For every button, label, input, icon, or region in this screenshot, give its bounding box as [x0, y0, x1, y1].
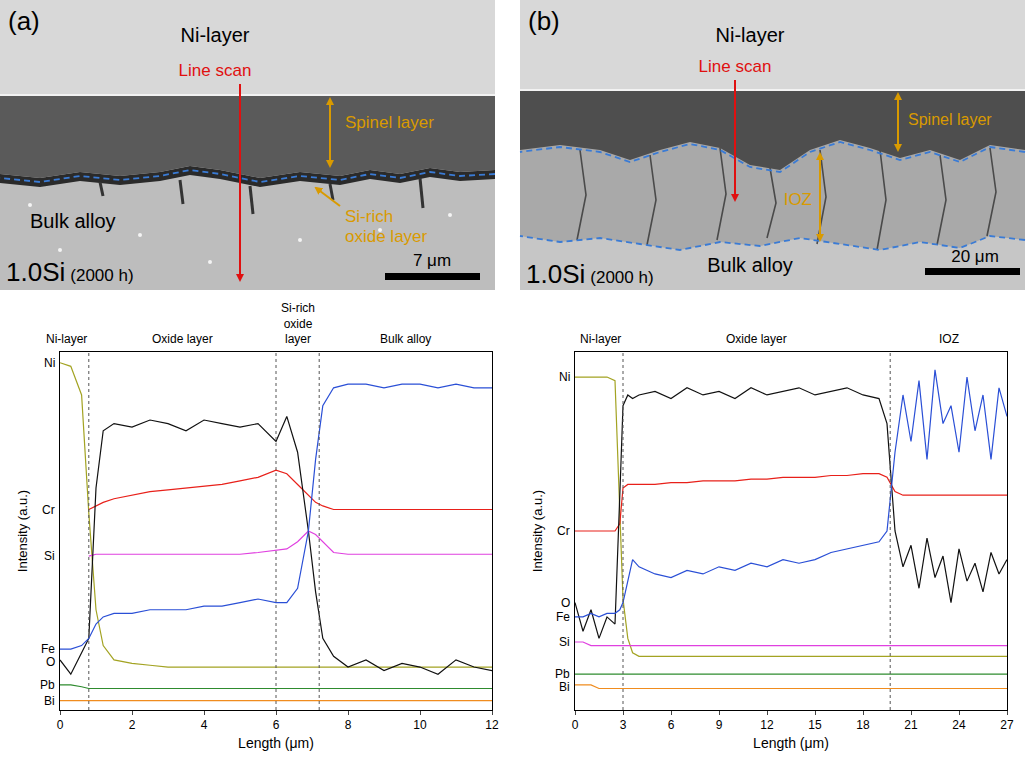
svg-text:0: 0: [572, 718, 579, 732]
svg-text:8: 8: [345, 718, 352, 732]
svg-text:IOZ: IOZ: [784, 190, 812, 209]
svg-text:Bulk alloy: Bulk alloy: [707, 254, 793, 276]
svg-text:Cr: Cr: [557, 524, 570, 538]
svg-text:Bulk alloy: Bulk alloy: [30, 210, 116, 232]
svg-text:3: 3: [620, 718, 627, 732]
svg-text:6: 6: [668, 718, 675, 732]
svg-text:Line scan: Line scan: [179, 61, 252, 80]
svg-text:O: O: [46, 655, 55, 669]
svg-text:Bi: Bi: [44, 694, 55, 708]
svg-text:21: 21: [904, 718, 918, 732]
svg-text:Bi: Bi: [559, 680, 570, 694]
svg-text:Ni-layer: Ni-layer: [181, 24, 250, 46]
svg-text:24: 24: [952, 718, 966, 732]
svg-text:27: 27: [1000, 718, 1014, 732]
svg-text:0: 0: [57, 718, 64, 732]
svg-text:12: 12: [760, 718, 774, 732]
svg-text:Oxide layer: Oxide layer: [726, 332, 787, 346]
svg-text:Fe: Fe: [41, 642, 55, 656]
svg-text:Ni-layer: Ni-layer: [716, 24, 785, 46]
svg-text:(a): (a): [8, 6, 40, 36]
svg-text:Ni: Ni: [559, 370, 570, 384]
svg-text:Si: Si: [559, 635, 570, 649]
svg-text:Oxide layer: Oxide layer: [152, 332, 213, 346]
svg-text:Intensity (a.u.): Intensity (a.u.): [530, 490, 545, 572]
svg-text:Ni: Ni: [44, 356, 55, 370]
svg-text:1.0Si(2000 h): 1.0Si(2000 h): [6, 257, 134, 287]
svg-text:Si-richoxide layer: Si-richoxide layer: [345, 207, 428, 246]
svg-text:Pb: Pb: [555, 667, 570, 681]
svg-text:9: 9: [716, 718, 723, 732]
svg-text:2: 2: [129, 718, 136, 732]
svg-text:Intensity (a.u.): Intensity (a.u.): [15, 490, 30, 572]
svg-text:Line scan: Line scan: [699, 57, 772, 76]
svg-text:Si: Si: [44, 549, 55, 563]
svg-text:10: 10: [413, 718, 427, 732]
svg-text:Pb: Pb: [40, 678, 55, 692]
svg-text:18: 18: [856, 718, 870, 732]
svg-text:Ni-layer: Ni-layer: [580, 332, 621, 346]
svg-text:Bulk alloy: Bulk alloy: [380, 332, 431, 346]
svg-text:Spinel layer: Spinel layer: [908, 111, 992, 128]
svg-text:1.0Si(2000 h): 1.0Si(2000 h): [526, 259, 654, 289]
svg-text:Si-richoxidelayer: Si-richoxidelayer: [281, 301, 315, 346]
svg-text:Spinel layer: Spinel layer: [345, 113, 434, 132]
svg-text:20 μm: 20 μm: [951, 247, 999, 266]
svg-text:IOZ: IOZ: [939, 332, 959, 346]
svg-text:Ni-layer: Ni-layer: [46, 332, 87, 346]
svg-text:15: 15: [808, 718, 822, 732]
svg-text:Cr: Cr: [42, 503, 55, 517]
svg-text:(b): (b): [528, 6, 560, 36]
svg-text:Length (μm): Length (μm): [753, 735, 829, 751]
svg-text:4: 4: [201, 718, 208, 732]
svg-text:12: 12: [485, 718, 499, 732]
svg-text:Fe: Fe: [556, 610, 570, 624]
svg-text:7 μm: 7 μm: [413, 251, 451, 270]
svg-text:6: 6: [273, 718, 280, 732]
svg-text:O: O: [561, 596, 570, 610]
svg-text:Length (μm): Length (μm): [238, 735, 314, 751]
